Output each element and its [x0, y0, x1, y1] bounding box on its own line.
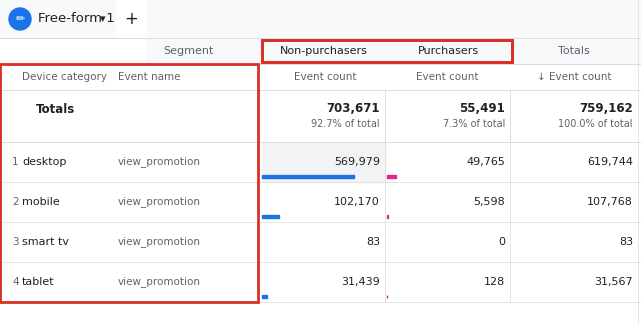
Text: Purchasers: Purchasers [418, 46, 479, 56]
Text: 569,979: 569,979 [334, 157, 380, 167]
Bar [262, 40, 512, 62]
Text: Event count: Event count [294, 72, 356, 82]
Text: 100.0% of total: 100.0% of total [558, 119, 633, 129]
Text: 83: 83 [619, 237, 633, 247]
Text: 2: 2 [12, 197, 19, 207]
Bar [262, 215, 278, 218]
Text: 92.7% of total: 92.7% of total [312, 119, 380, 129]
Bar [116, 0, 146, 38]
Bar [387, 215, 388, 218]
Bar [262, 175, 354, 178]
Text: 5,598: 5,598 [473, 197, 505, 207]
Text: Non-purchasers: Non-purchasers [279, 46, 367, 56]
Text: 7.3% of total: 7.3% of total [443, 119, 505, 129]
Text: ✏: ✏ [15, 14, 25, 24]
Text: Totals: Totals [558, 46, 590, 56]
Bar [146, 38, 641, 64]
Text: 4: 4 [12, 277, 19, 287]
Text: 1: 1 [12, 157, 19, 167]
Text: 619,744: 619,744 [587, 157, 633, 167]
Bar [0, 0, 641, 38]
Text: Device category: Device category [22, 72, 107, 82]
Text: +: + [124, 10, 138, 28]
Text: tablet: tablet [22, 277, 54, 287]
Text: view_promotion: view_promotion [118, 197, 201, 207]
Text: view_promotion: view_promotion [118, 237, 201, 247]
Text: view_promotion: view_promotion [118, 157, 201, 167]
Text: 102,170: 102,170 [334, 197, 380, 207]
Bar [262, 142, 385, 182]
Text: 3: 3 [12, 237, 19, 247]
Text: view_promotion: view_promotion [118, 277, 201, 287]
Text: ↓ Event count: ↓ Event count [537, 72, 612, 82]
Text: mobile: mobile [22, 197, 60, 207]
Text: smart tv: smart tv [22, 237, 69, 247]
Text: Segment: Segment [163, 46, 213, 56]
Text: 31,439: 31,439 [341, 277, 380, 287]
Text: 55,491: 55,491 [459, 102, 505, 115]
Text: 128: 128 [484, 277, 505, 287]
Circle shape [9, 8, 31, 30]
Text: 759,162: 759,162 [579, 102, 633, 115]
Text: 83: 83 [366, 237, 380, 247]
Text: Free-form 1: Free-form 1 [38, 12, 115, 25]
Bar [387, 175, 396, 178]
Text: 49,765: 49,765 [466, 157, 505, 167]
Text: ▾: ▾ [100, 14, 106, 24]
Text: 703,671: 703,671 [326, 102, 380, 115]
Text: 107,768: 107,768 [587, 197, 633, 207]
Text: 0: 0 [498, 237, 505, 247]
Text: Event name: Event name [118, 72, 181, 82]
Bar [0, 64, 258, 302]
Bar [262, 40, 512, 62]
Text: desktop: desktop [22, 157, 67, 167]
Text: Event count: Event count [416, 72, 479, 82]
Bar [262, 295, 267, 298]
Text: Totals: Totals [36, 103, 75, 116]
Text: 31,567: 31,567 [594, 277, 633, 287]
